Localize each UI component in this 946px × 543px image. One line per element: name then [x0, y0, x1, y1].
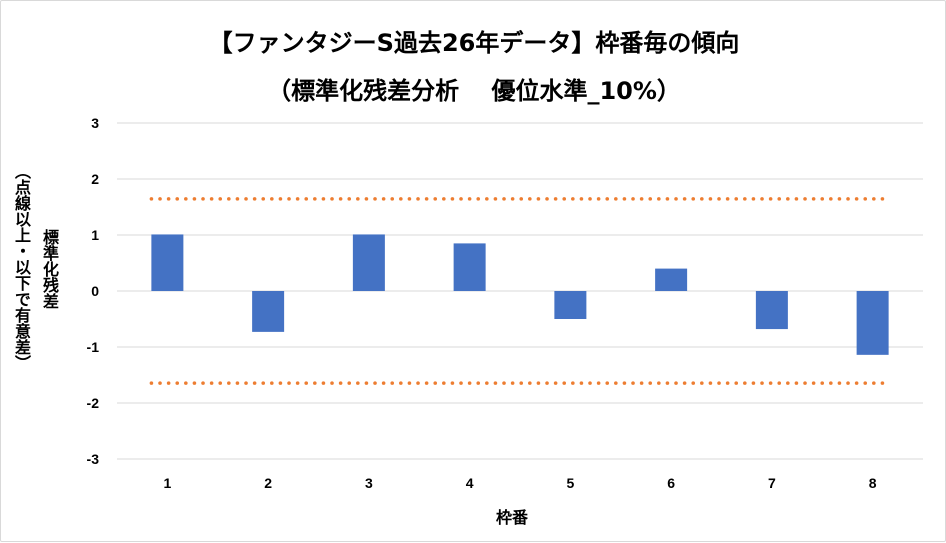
x-tick-label: 3	[365, 475, 373, 491]
y-tick-label: -2	[87, 395, 100, 411]
chart-title-line2: （標準化残差分析 優位水準_10%）	[267, 77, 681, 105]
chart-title-line1: 【ファンタジーS過去26年データ】枠番毎の傾向	[208, 29, 740, 57]
bar	[655, 268, 688, 291]
x-tick-label: 4	[466, 475, 474, 491]
x-tick-label: 5	[566, 475, 574, 491]
bar	[151, 234, 184, 291]
y-axis-title-note: （点線以上・以下で有意差）	[12, 163, 31, 371]
y-tick-label: 3	[91, 115, 99, 131]
x-axis-title: 枠番	[496, 508, 529, 527]
bar	[453, 243, 486, 291]
bar	[856, 291, 889, 355]
bar	[352, 234, 385, 291]
y-tick-label: 2	[91, 171, 99, 187]
y-tick-label: 0	[91, 283, 99, 299]
x-tick-label: 1	[163, 475, 171, 491]
y-tick-label: 1	[91, 227, 99, 243]
x-tick-label: 6	[667, 475, 675, 491]
bar	[755, 291, 788, 330]
y-tick-label: -1	[87, 339, 100, 355]
y-tick-label: -3	[87, 451, 100, 467]
x-tick-label: 7	[768, 475, 776, 491]
x-tick-label: 2	[264, 475, 272, 491]
x-tick-label: 8	[869, 475, 877, 491]
y-axis-title: 標準化残差	[40, 229, 59, 309]
bar	[554, 291, 587, 319]
bar	[252, 291, 285, 332]
